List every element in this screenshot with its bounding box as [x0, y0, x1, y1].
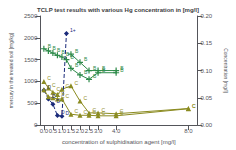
- svg-text:C: C: [74, 80, 78, 86]
- svg-text:D: D: [65, 110, 69, 116]
- svg-text:B: B: [48, 43, 52, 49]
- svg-text:B: B: [93, 65, 97, 71]
- svg-text:B: B: [61, 49, 65, 55]
- svg-text:B: B: [75, 48, 79, 54]
- svg-text:B: B: [84, 56, 88, 62]
- svg-text:0.0: 0.0: [40, 128, 49, 134]
- svg-text:0.00: 0.00: [200, 122, 212, 128]
- svg-text:B: B: [102, 65, 106, 71]
- svg-text:0.20: 0.20: [200, 13, 212, 19]
- svg-text:1+: 1+: [70, 27, 76, 33]
- svg-text:B: B: [70, 54, 74, 60]
- svg-text:0.15: 0.15: [200, 40, 212, 46]
- svg-text:0.10: 0.10: [200, 68, 212, 74]
- svg-text:B: B: [57, 47, 61, 53]
- svg-text:D: D: [47, 84, 51, 90]
- svg-text:C: C: [47, 84, 51, 90]
- svg-text:TCLP test results with various: TCLP test results with various Hg concen…: [37, 7, 199, 13]
- svg-text:1.5: 1.5: [67, 128, 76, 134]
- svg-text:C: C: [120, 110, 124, 116]
- svg-text:1000: 1000: [24, 78, 38, 84]
- svg-text:C: C: [74, 108, 78, 114]
- svg-text:8.0: 8.0: [184, 128, 193, 134]
- svg-text:D: D: [56, 98, 60, 104]
- svg-text:0.5: 0.5: [49, 128, 58, 134]
- svg-text:C: C: [102, 110, 106, 116]
- svg-text:B: B: [120, 65, 124, 71]
- svg-text:C: C: [83, 95, 87, 101]
- svg-text:C: C: [65, 93, 69, 99]
- svg-text:C: C: [52, 91, 56, 97]
- svg-text:B: B: [93, 73, 97, 79]
- svg-text:B: B: [75, 62, 79, 68]
- svg-text:0.05: 0.05: [200, 95, 212, 101]
- svg-text:concentration of sulphidisatio: concentration of sulphidisation agent [m…: [62, 139, 176, 145]
- svg-text:2500: 2500: [24, 13, 38, 19]
- svg-text:C: C: [93, 109, 97, 115]
- svg-text:C: C: [192, 103, 196, 109]
- svg-text:2000: 2000: [24, 35, 38, 41]
- svg-text:B: B: [52, 45, 56, 51]
- svg-text:C: C: [61, 93, 65, 99]
- svg-text:D: D: [61, 109, 65, 115]
- svg-text:B: B: [66, 51, 70, 57]
- svg-text:4.0: 4.0: [112, 128, 121, 134]
- svg-text:C: C: [83, 109, 87, 115]
- svg-text:500: 500: [27, 100, 38, 106]
- svg-text:Concentration [mg/l]: Concentration [mg/l]: [223, 48, 229, 93]
- svg-text:1.0: 1.0: [58, 128, 67, 134]
- svg-text:C: C: [52, 82, 56, 88]
- svg-text:2.0: 2.0: [76, 128, 85, 134]
- svg-text:C: C: [56, 92, 60, 98]
- svg-text:mercury in the treated soil [m: mercury in the treated soil [mg/kg]: [8, 32, 14, 108]
- svg-text:2.5: 2.5: [85, 128, 94, 134]
- svg-text:0: 0: [34, 122, 38, 128]
- svg-text:C: C: [47, 75, 51, 81]
- svg-text:3.0: 3.0: [94, 128, 103, 134]
- svg-text:C: C: [192, 103, 196, 109]
- svg-text:1500: 1500: [24, 57, 38, 63]
- svg-text:C: C: [65, 83, 69, 89]
- svg-text:B: B: [84, 69, 88, 75]
